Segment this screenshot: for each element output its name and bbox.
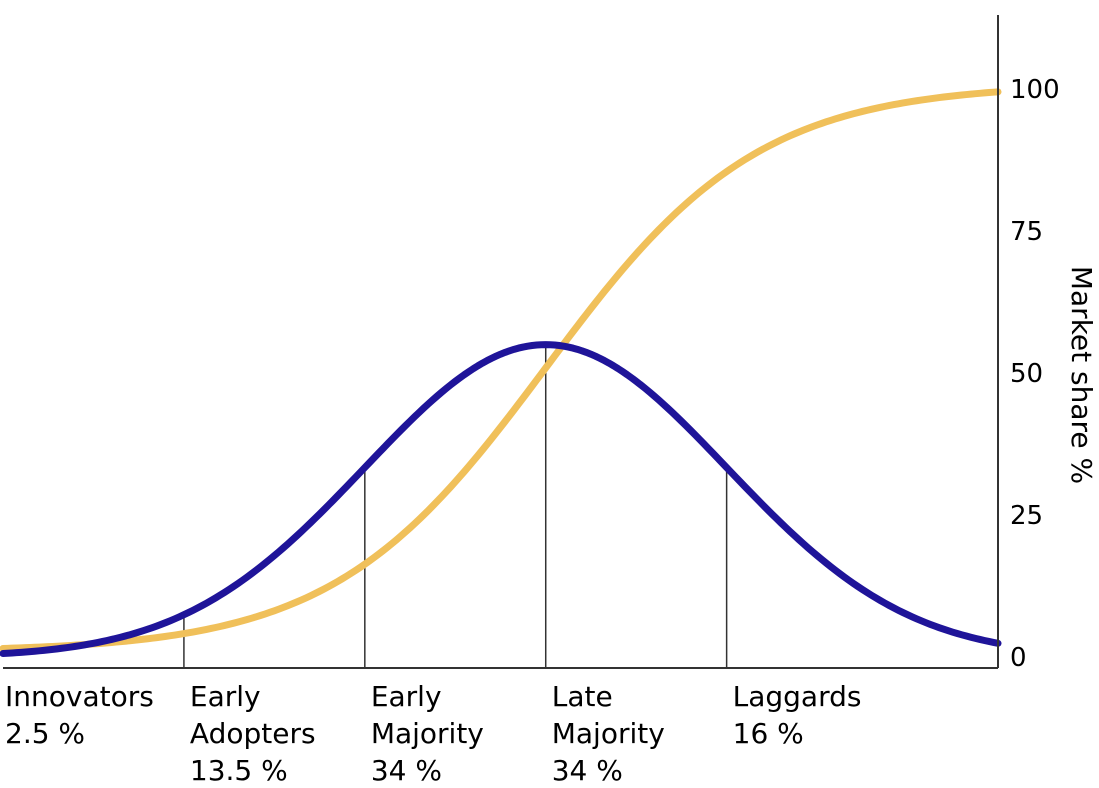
category-labels: Innovators 2.5 % Early Adopters 13.5 % Early M… <box>5 680 861 787</box>
category-label: Early Adopters 13.5 % <box>190 680 316 787</box>
category-label-line: Late <box>552 680 613 713</box>
category-label-line: Majority <box>552 717 665 750</box>
y-axis-ticks: 0 25 50 75 100 <box>1010 75 1060 673</box>
category-label-line: Majority <box>371 717 484 750</box>
series-layer <box>0 88 1002 658</box>
divider-lines <box>183 344 728 668</box>
category-label-line: 16 % <box>733 717 804 750</box>
y-tick-label: 0 <box>1010 643 1027 673</box>
normal-curve-line <box>0 341 1002 658</box>
category-label: Early Majority 34 % <box>371 680 484 787</box>
category-label-line: Early <box>190 680 261 713</box>
y-tick-label: 75 <box>1010 217 1043 247</box>
category-label-line: Innovators <box>5 680 154 713</box>
category-label: Innovators 2.5 % <box>5 680 154 750</box>
category-label: Laggards 16 % <box>733 680 862 750</box>
y-tick-label: 25 <box>1010 501 1043 531</box>
category-label-line: Adopters <box>190 717 316 750</box>
category-label: Late Majority 34 % <box>552 680 665 787</box>
cumulative-curve-line <box>0 88 1002 652</box>
y-tick-label: 50 <box>1010 359 1043 389</box>
y-axis-title: Market share % <box>1065 266 1098 484</box>
category-label-line: 34 % <box>371 754 442 787</box>
category-label-line: Laggards <box>733 680 862 713</box>
category-label-line: 2.5 % <box>5 717 85 750</box>
category-label-line: 34 % <box>552 754 623 787</box>
category-label-line: 13.5 % <box>190 754 288 787</box>
category-label-line: Early <box>371 680 442 713</box>
y-tick-label: 100 <box>1010 75 1060 105</box>
